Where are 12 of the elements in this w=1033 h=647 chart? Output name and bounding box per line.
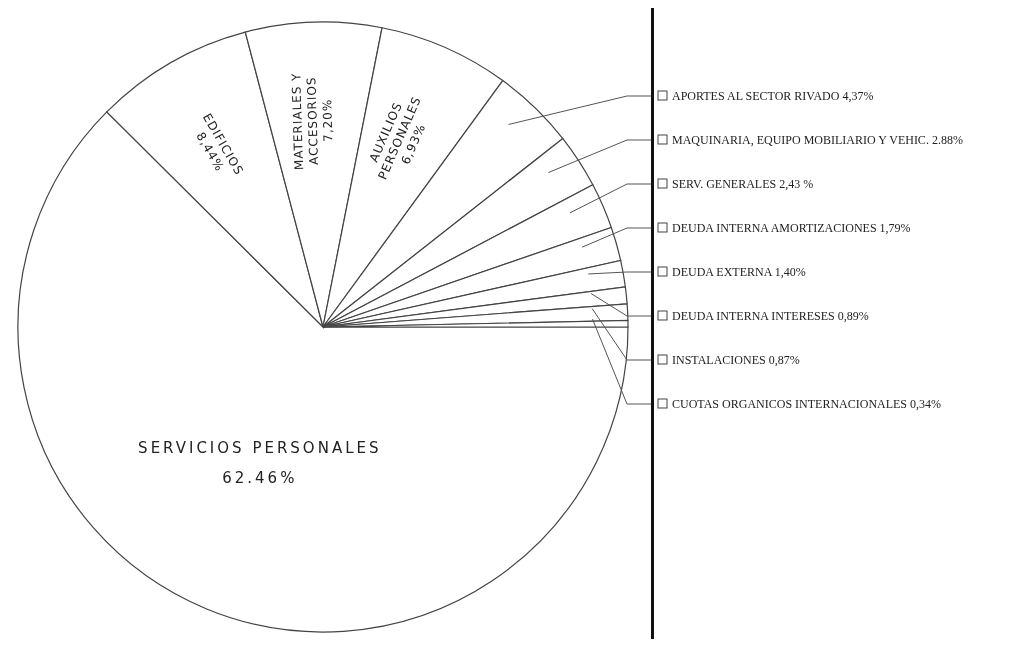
data-label: 62.46% (222, 468, 298, 487)
legend-label: CUOTAS ORGANICOS INTERNACIONALES 0,34% (672, 397, 942, 411)
legend-label: DEUDA INTERNA INTERESES 0,89% (672, 309, 869, 323)
slice-label: MATERIALES Y ACCESORIOS (289, 72, 322, 171)
slice-label: SERVICIOS PERSONALES (138, 438, 382, 457)
legend-label: SERV. GENERALES 2,43 % (672, 177, 814, 191)
legend-label: MAQUINARIA, EQUIPO MOBILIARIO Y VEHIC. 2.88% (672, 133, 963, 147)
legend-label: DEUDA INTERNA AMORTIZACIONES 1,79% (672, 221, 911, 235)
legend-label: APORTES AL SECTOR RIVADO 4,37% (672, 89, 874, 103)
legend-label: INSTALACIONES 0,87% (672, 353, 800, 367)
data-label: 7,20% (320, 98, 336, 143)
legend-label: DEUDA EXTERNA 1,40% (672, 265, 806, 279)
